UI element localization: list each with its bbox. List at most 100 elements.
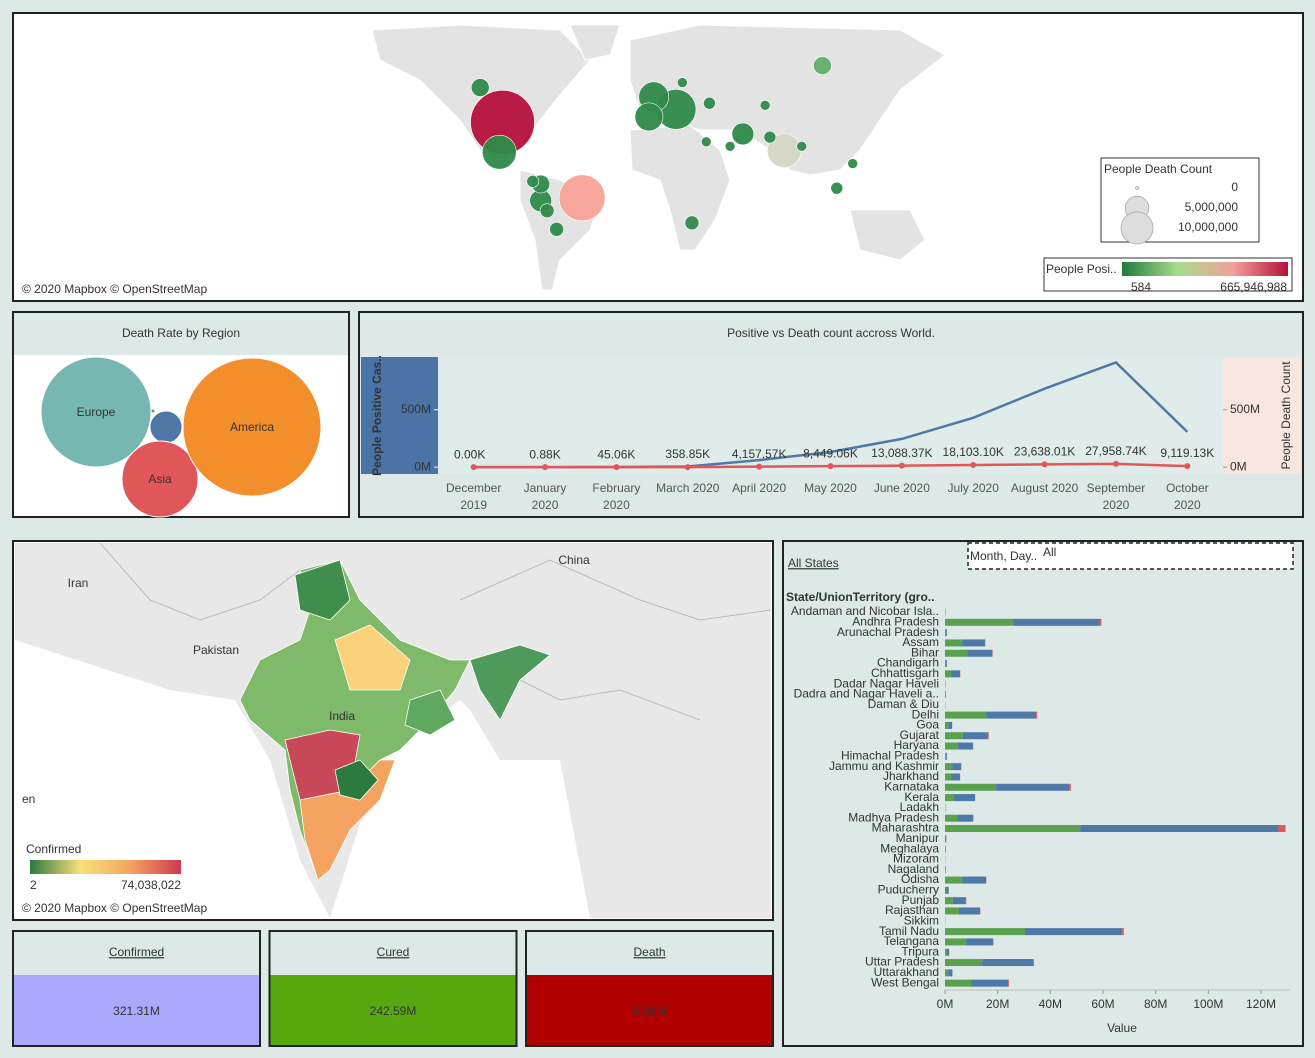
x-tick-label: July 2020 <box>947 481 999 495</box>
bar-segment <box>945 825 1081 833</box>
bar-segment <box>945 660 946 668</box>
point <box>970 462 977 469</box>
bar-segment <box>945 763 953 771</box>
bar-segment <box>945 876 963 884</box>
value-label: 4,157.57K <box>732 447 787 461</box>
point <box>1112 460 1119 467</box>
bar-segment <box>945 618 1014 626</box>
bar-segment <box>945 721 949 729</box>
country-bubble <box>470 78 490 97</box>
y-tick-label: Odisha <box>901 872 939 886</box>
size-legend-label: 10,000,000 <box>1178 220 1238 234</box>
y-tick-label: Puducherry <box>878 883 939 897</box>
size-legend-circle <box>1135 186 1139 190</box>
value-label: 23,638.01K <box>1014 445 1075 459</box>
y-tick-label: Andaman and Nicobar Isla.. <box>791 604 939 618</box>
x-tick-label: 120M <box>1246 997 1276 1011</box>
region-bubble <box>182 357 322 497</box>
y-tick-label: Tamil Nadu <box>879 924 939 938</box>
kpi-value-band <box>14 975 259 1045</box>
place-label: en <box>22 792 35 806</box>
bar-segment <box>962 639 986 647</box>
bar-segment <box>945 959 983 967</box>
x-tick-label-box: October 2020 <box>1166 481 1209 512</box>
y-tick-label: West Bengal <box>871 975 939 989</box>
y2-axis-band <box>1223 357 1301 474</box>
place-label: Iran <box>68 576 89 590</box>
y-tick-label: Meghalaya <box>880 841 939 855</box>
bar-segment <box>952 897 966 905</box>
point <box>1184 463 1191 470</box>
bar-segment <box>945 690 946 698</box>
x-tick-label-box: August 2020 <box>1011 481 1078 495</box>
color-legend-title: People Posi.. <box>1046 262 1117 276</box>
x-tick-label-box: January 2020 <box>524 481 567 512</box>
point <box>542 464 549 471</box>
country-bubble <box>677 77 688 88</box>
x-tick-label: 20M <box>986 997 1009 1011</box>
bar-segment <box>982 959 1034 967</box>
filter-label: Month, Day.. <box>970 549 1037 563</box>
bar-segment <box>948 721 953 729</box>
x-tick-label: 60M <box>1091 997 1114 1011</box>
x-tick-label-box: May 2020 <box>804 481 857 495</box>
bar-segment <box>1033 959 1035 967</box>
size-legend-label: 0 <box>1231 180 1238 194</box>
color-legend-min: 2 <box>30 878 37 892</box>
bar-segment <box>945 629 946 637</box>
region-label: Asia <box>148 472 172 486</box>
y-tick-label: Arunachal Pradesh <box>837 625 939 639</box>
x-tick-label-box: December 2019 <box>446 481 501 512</box>
kpi-title: Confirmed <box>109 945 164 959</box>
bar-segment <box>945 660 947 668</box>
color-legend-min: 584 <box>1131 280 1151 294</box>
value-label: 45.06K <box>597 447 635 461</box>
bar-segment <box>992 649 993 657</box>
kpi-value: 5.93M <box>633 1004 666 1018</box>
x-tick-label: May 2020 <box>804 481 857 495</box>
y-tick-label: Mizoram <box>893 852 939 866</box>
x-tick-label: June 2020 <box>873 481 930 495</box>
x-tick-label: September 2020 <box>1086 481 1146 512</box>
y-tick-label: Rajasthan <box>885 903 939 917</box>
point <box>827 463 834 470</box>
country-bubble <box>703 96 716 110</box>
bar-segment <box>946 886 949 894</box>
country-bubble <box>847 158 858 169</box>
bar-segment <box>966 938 994 946</box>
y-tick-label: Uttarakhand <box>874 965 939 979</box>
value-label: 358.85K <box>665 447 710 461</box>
bar-segment <box>945 814 958 822</box>
x-tick-label-box: September 2020 <box>1086 481 1146 512</box>
filter-box[interactable] <box>967 542 1294 570</box>
region-bubble <box>121 440 199 518</box>
y-tick-label: Manipur <box>896 831 939 845</box>
value-label: 0.88K <box>529 447 560 461</box>
region-bubble <box>149 410 183 444</box>
bar-segment <box>1008 979 1009 987</box>
bar-segment <box>962 876 987 884</box>
y-tick-label: Daman & Diu <box>868 697 939 711</box>
bar-segment <box>948 969 953 977</box>
kpi-value-band <box>527 975 772 1045</box>
x-tick-label: 0M <box>937 997 954 1011</box>
y-tick-label: Maharashtra <box>872 821 940 835</box>
bar-segment <box>945 897 953 905</box>
y-tick-label: Goa <box>916 718 939 732</box>
color-legend-bar <box>1122 262 1288 276</box>
country-bubble <box>796 141 808 152</box>
country-bubble <box>526 175 540 188</box>
bar-segment <box>945 928 1026 936</box>
kpi-value: 321.31M <box>113 1004 160 1018</box>
country-bubble <box>482 134 517 170</box>
chart-title: Death Rate by Region <box>122 326 240 340</box>
bar-segment <box>945 907 959 915</box>
bar-segment <box>957 814 974 822</box>
y-tick-label: Haryana <box>894 738 940 752</box>
size-legend-label: 5,000,000 <box>1185 200 1239 214</box>
bar-segment <box>951 670 961 678</box>
value-label: 9,119.13K <box>1160 446 1214 460</box>
bar-segment <box>953 794 976 802</box>
bar-segment <box>945 639 963 647</box>
